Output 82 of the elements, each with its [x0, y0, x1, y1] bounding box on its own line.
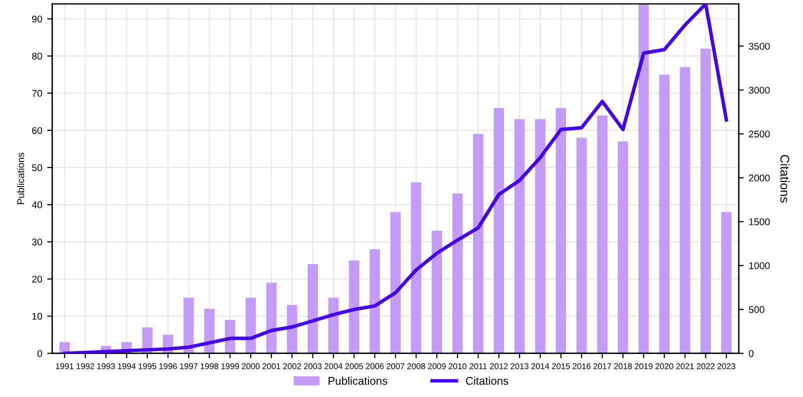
- x-tick-label: 1993: [97, 363, 115, 370]
- x-tick-label: 2007: [386, 363, 404, 370]
- x-tick-label: 2014: [531, 363, 550, 370]
- line-series: [62, 4, 728, 354]
- y-tick-label: 30: [32, 238, 42, 246]
- bar: [618, 141, 628, 354]
- x-tick-label: 1997: [180, 363, 198, 370]
- x-tick-label: 2003: [304, 363, 322, 370]
- bar: [721, 212, 732, 354]
- legend-label: Publications: [328, 376, 388, 385]
- x-tick-label: 1991: [56, 363, 74, 370]
- x-tick-label: 2016: [572, 363, 590, 370]
- bar: [535, 119, 546, 354]
- bar: [246, 298, 256, 354]
- x-tick-label: 1992: [76, 363, 94, 370]
- x-tick-label: 2020: [655, 363, 674, 370]
- y-axis-title: Publications: [17, 152, 24, 204]
- bar: [556, 108, 566, 354]
- y2-tick-label: 1000: [749, 262, 770, 270]
- y2-tick-label: 500: [748, 306, 764, 314]
- y2-tick-label: 3500: [748, 42, 770, 50]
- bar: [410, 182, 422, 354]
- x-tick-label: 2004: [324, 363, 342, 370]
- bar: [576, 138, 587, 354]
- x-tick-label: 2019: [634, 363, 653, 370]
- bar: [597, 115, 608, 354]
- x-tick-label: 2023: [718, 363, 736, 370]
- y-tick-label: 80: [32, 52, 42, 60]
- y2-tick-label: 2500: [748, 130, 770, 138]
- bar: [432, 230, 442, 354]
- x-tick-label: 2021: [676, 363, 694, 370]
- bar: [659, 74, 670, 354]
- x-tick-label: 2009: [428, 363, 446, 370]
- x-tick-label: 2012: [490, 363, 508, 370]
- x-tick-label: 2008: [407, 363, 426, 370]
- y-tick-label: 70: [32, 90, 42, 97]
- x-tick-label: 2015: [552, 363, 570, 370]
- bar: [700, 48, 711, 354]
- bar: [204, 308, 215, 354]
- bar: [308, 264, 318, 354]
- x-tick-label: 2018: [614, 363, 632, 370]
- bar: [680, 67, 690, 354]
- x-tick-label: 2002: [283, 363, 301, 370]
- bar: [370, 249, 380, 354]
- bar: [328, 298, 339, 354]
- x-tick-label: 1999: [221, 363, 239, 370]
- x-tick-label: 2011: [470, 363, 487, 370]
- y-tick-label: 10: [32, 312, 42, 320]
- x-tick-label: 2006: [366, 363, 384, 370]
- bar: [266, 282, 277, 354]
- y2-tick-label: 2000: [748, 174, 770, 182]
- x-tick-label: 1995: [138, 363, 156, 370]
- bar: [390, 212, 401, 354]
- y2-tick-label: 0: [748, 350, 754, 357]
- bar: [59, 342, 70, 354]
- y-tick-label: 50: [32, 164, 42, 172]
- y2-axis-title: Citations: [780, 154, 790, 203]
- x-tick-label: 2013: [510, 363, 528, 370]
- bar: [473, 134, 484, 354]
- x-tick-label: 2001: [262, 363, 280, 370]
- x-tick-label: 2005: [345, 363, 364, 370]
- x-tick-label: 2017: [593, 363, 612, 370]
- y-tick-label: 90: [32, 16, 42, 22]
- bar: [348, 260, 360, 354]
- y2-tick-label: 1500: [749, 218, 770, 226]
- y-tick-label: 60: [32, 127, 42, 134]
- x-tick-label: 2000: [242, 363, 260, 370]
- bar: [514, 119, 525, 354]
- bar: [494, 108, 504, 354]
- y-tick-label: 40: [32, 201, 42, 208]
- x-tick-label: 2022: [696, 363, 715, 370]
- legend-label: Citations: [466, 376, 508, 385]
- bar: [638, 4, 649, 354]
- bar: [452, 194, 463, 354]
- y2-tick-label: 3000: [748, 86, 770, 94]
- y-tick-label: 20: [32, 276, 42, 283]
- x-tick-label: 1996: [159, 363, 177, 370]
- x-tick-label: 1998: [200, 363, 218, 370]
- x-tick-label: 2010: [448, 363, 466, 370]
- y-tick-label: 0: [37, 350, 42, 357]
- x-tick-label: 1994: [118, 363, 136, 370]
- bar: [184, 298, 194, 354]
